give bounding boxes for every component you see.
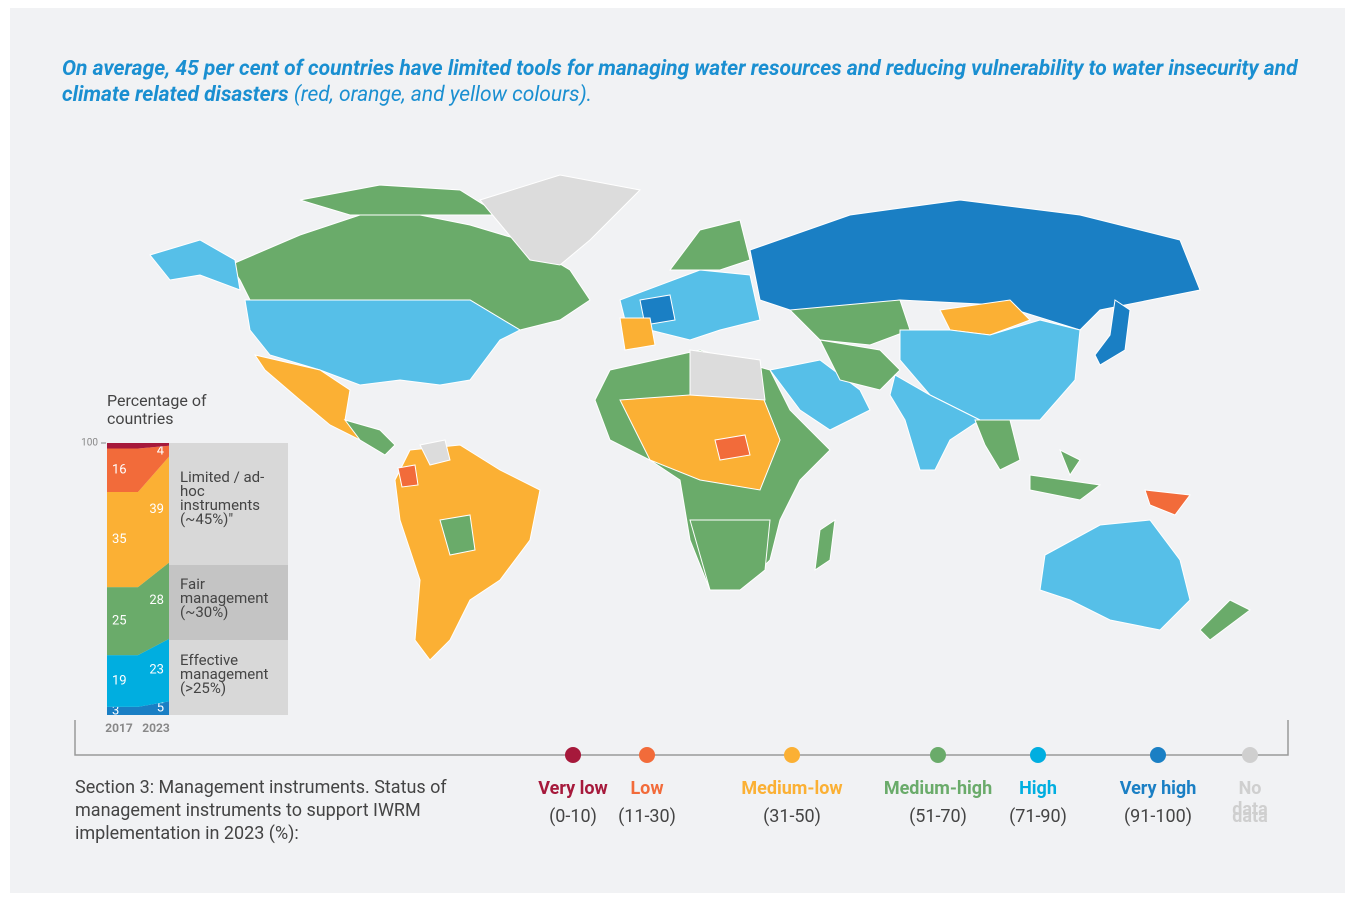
legend-range: (0-10) [549, 806, 597, 827]
country [439, 514, 476, 556]
legend-dot [784, 747, 800, 763]
country [769, 359, 871, 431]
country [619, 317, 656, 351]
area-segment [107, 638, 169, 707]
country [1199, 599, 1251, 641]
country [974, 419, 1021, 471]
legend-range: (91-100) [1124, 806, 1192, 827]
country [814, 518, 836, 572]
country [1094, 299, 1131, 366]
legend-dot [565, 747, 581, 763]
legend-range: (11-30) [618, 806, 676, 827]
data-label: 35 [112, 532, 127, 547]
title-bold: On average, 45 per cent of countries hav… [62, 57, 1298, 107]
band-box [169, 640, 288, 715]
country [479, 174, 642, 266]
caption: Section 3: Management instruments. Statu… [75, 777, 447, 844]
country [889, 374, 981, 471]
country [788, 299, 911, 346]
data-label: 28 [149, 593, 164, 608]
legend-name: No data [1232, 778, 1268, 820]
legend-name: Very low [538, 778, 608, 799]
legend-name: Medium-high [883, 778, 993, 799]
legend-dot [1150, 747, 1166, 763]
country [343, 419, 396, 456]
y-tick-label: 100 [81, 438, 98, 449]
area-segment [107, 443, 169, 449]
data-label: 19 [112, 673, 127, 688]
country [714, 434, 751, 461]
area-segment [107, 701, 169, 715]
inset-title: Percentage of countries [107, 391, 207, 428]
country [689, 519, 771, 591]
legend-name: Very high [1119, 778, 1197, 799]
data-label: 16 [112, 463, 127, 478]
country [689, 349, 766, 401]
country [939, 299, 1031, 336]
country [619, 389, 781, 491]
data-label: 3 [112, 703, 119, 718]
band-label: Limited / ad-hoc instruments (~45%)" [180, 468, 265, 528]
country [397, 464, 419, 488]
country [1039, 519, 1191, 631]
data-label: 23 [149, 663, 164, 678]
data-label: 39 [149, 502, 164, 517]
data-label: 4 [157, 444, 165, 459]
legend-range: data [1232, 806, 1268, 827]
x-tick-label: 2023 [142, 721, 170, 735]
band-label: Fair management (~30%) [180, 575, 269, 621]
title-italic: (red, orange, and yellow colours). [293, 83, 593, 107]
country [1144, 489, 1191, 516]
band-box [169, 443, 288, 565]
x-tick-label: 2017 [105, 721, 133, 735]
legend-name: Medium-low [741, 778, 843, 799]
band-box [169, 565, 288, 640]
country [419, 439, 451, 466]
area-segment [107, 456, 169, 588]
title: On average, 45 per cent of countries hav… [62, 56, 1312, 108]
country [394, 444, 541, 661]
legend-range: (51-70) [909, 806, 967, 827]
country [899, 319, 1081, 421]
country [669, 219, 751, 271]
band-label: Effective management (>25%) [180, 651, 269, 697]
area-segment [107, 562, 169, 656]
legend-dot [639, 747, 655, 763]
legend-name: Low [630, 778, 664, 799]
legend-range: (31-50) [763, 806, 821, 827]
area-segment [107, 445, 169, 492]
legend-name: High [1019, 778, 1057, 799]
country [1059, 448, 1081, 477]
legend-dot [1242, 747, 1258, 763]
country [149, 239, 241, 291]
country [299, 184, 502, 216]
legend-dot [1030, 747, 1046, 763]
data-label: 25 [112, 614, 127, 629]
data-label: 5 [157, 701, 164, 716]
country [244, 299, 522, 386]
legend-dot [930, 747, 946, 763]
country [1029, 474, 1102, 501]
legend-frame [74, 720, 1289, 756]
legend-range: (71-90) [1009, 806, 1067, 827]
country [819, 339, 901, 391]
